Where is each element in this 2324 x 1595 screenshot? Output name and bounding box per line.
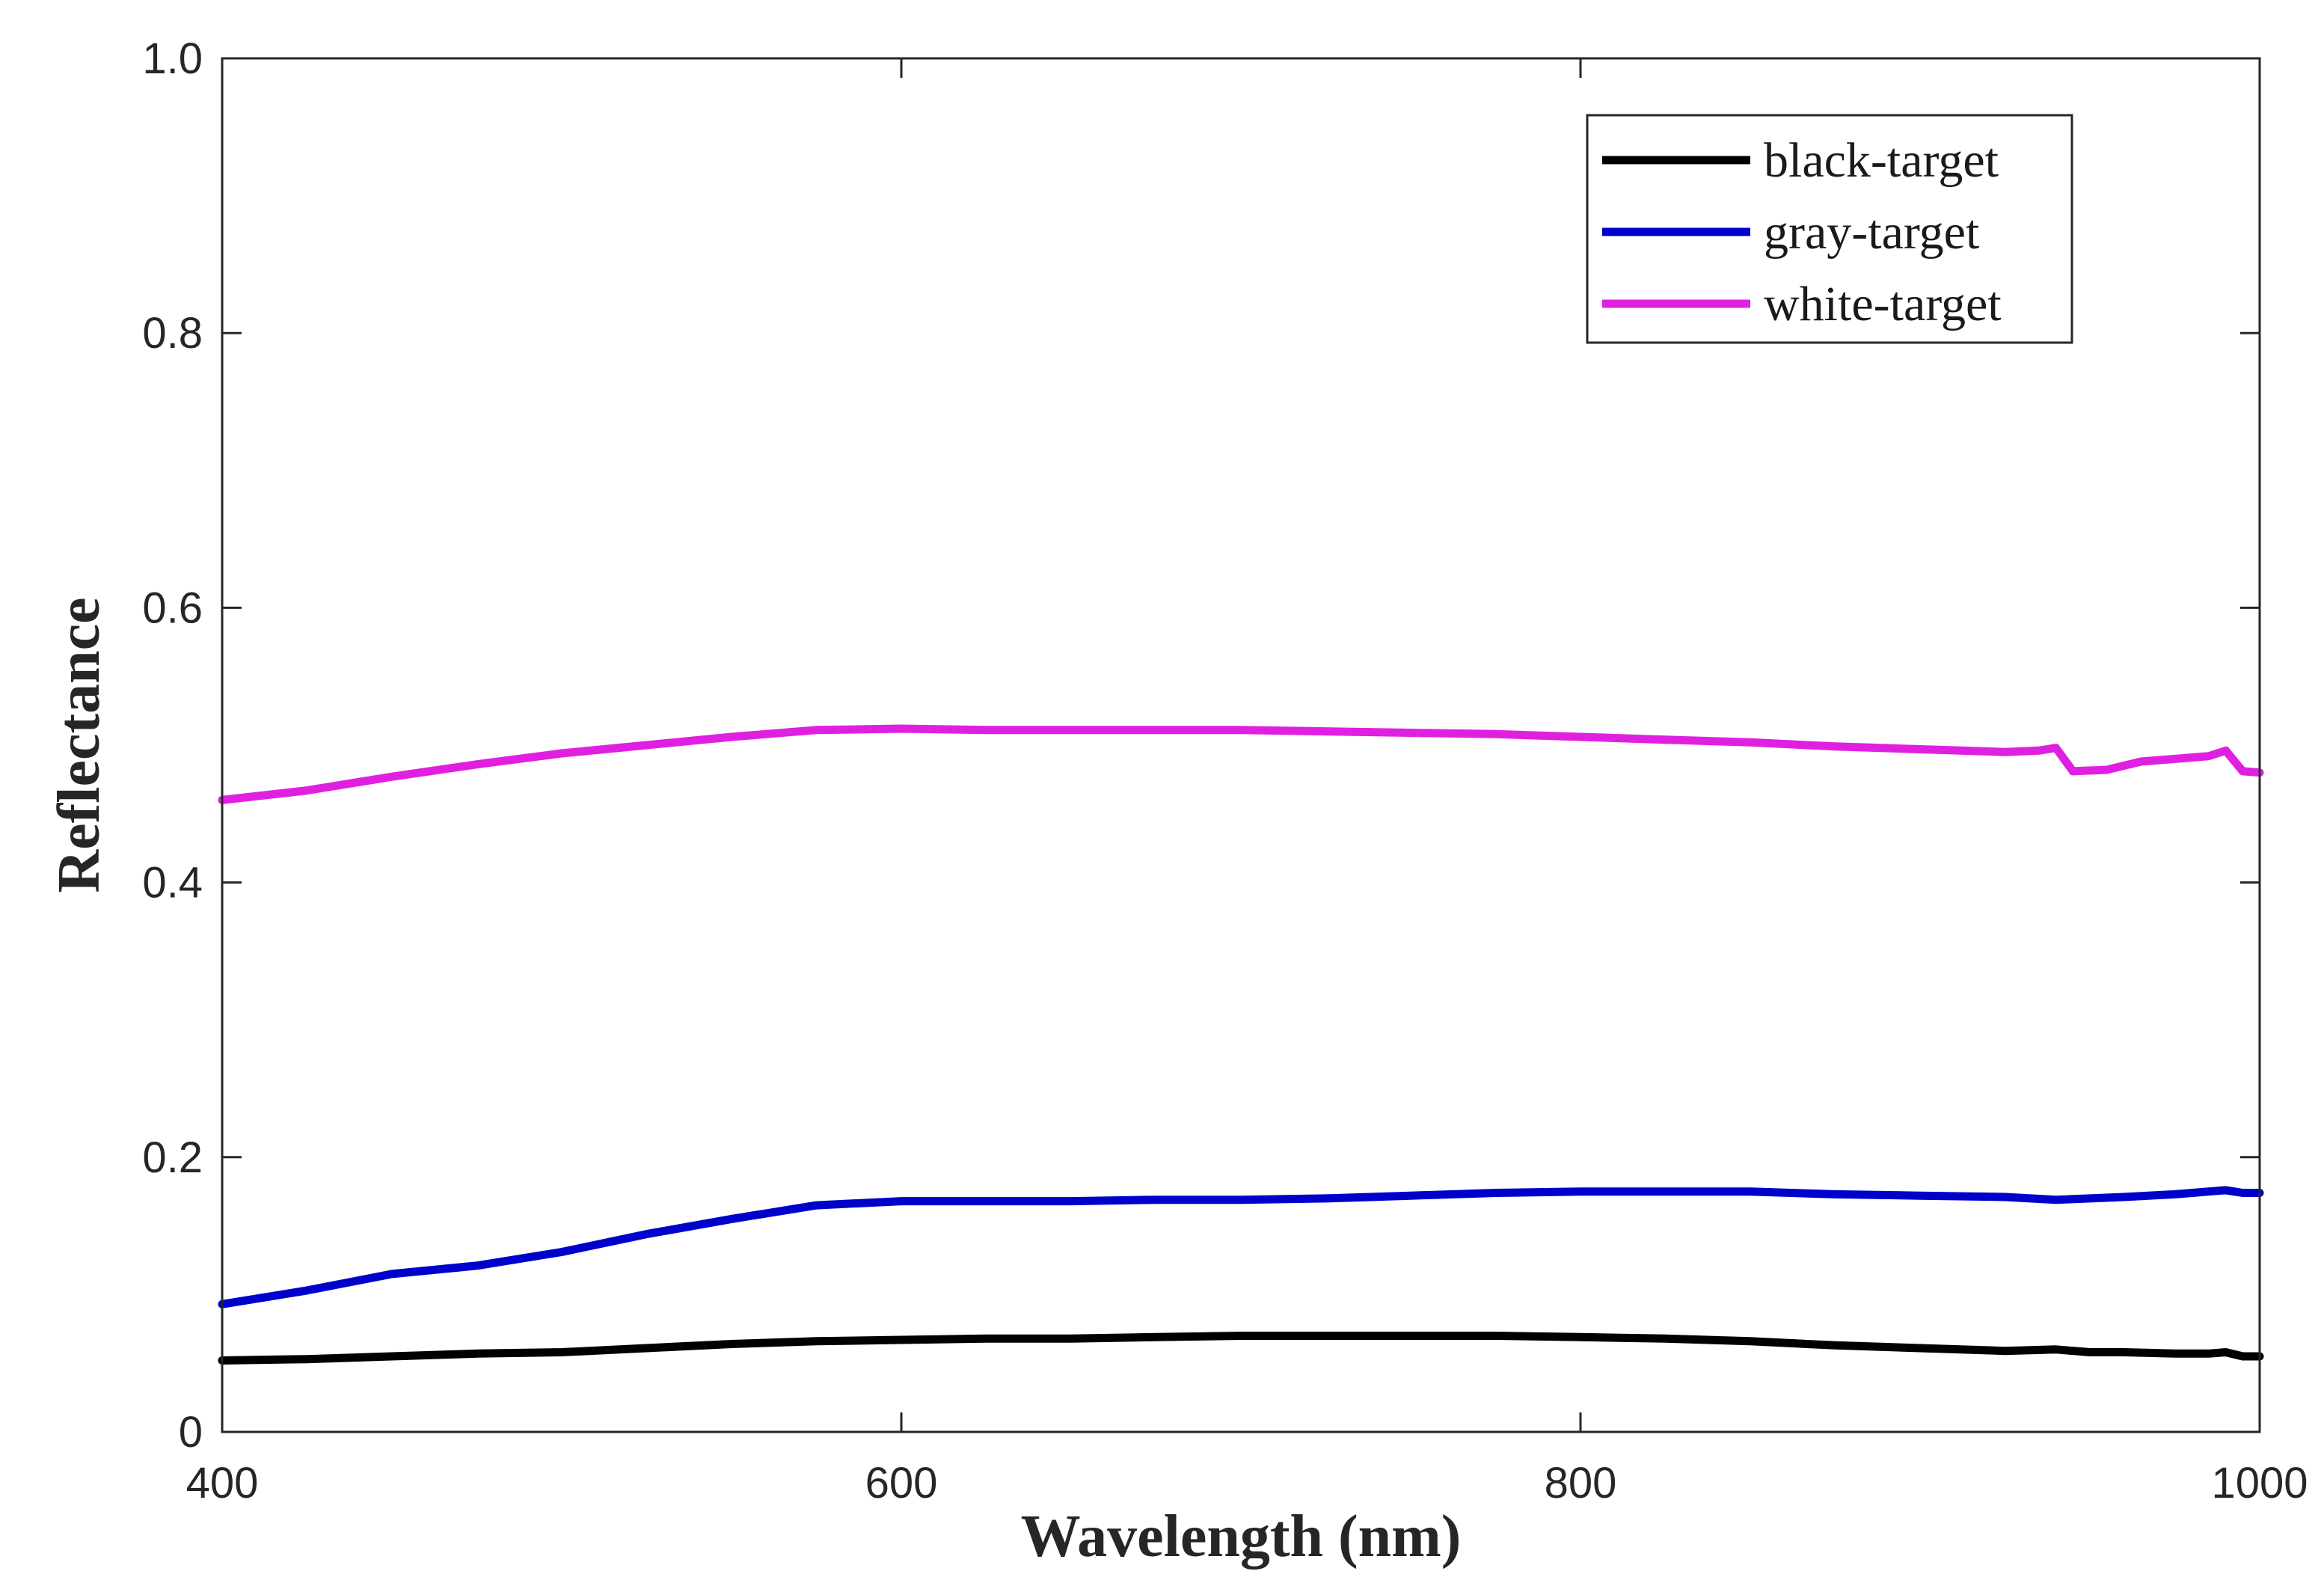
- series-layer: [218, 724, 2264, 1365]
- legend-label-white-target: white-target: [1764, 277, 2002, 331]
- legend: black-target gray-target white-target: [1586, 114, 2073, 344]
- x-tick-label: 1000: [2211, 1459, 2308, 1507]
- y-tick-label: 1.0: [142, 34, 203, 83]
- x-axis-tick-labels: 400 600 800 1000: [186, 1459, 2308, 1507]
- legend-label-gray-target: gray-target: [1764, 205, 1979, 260]
- y-tick-label: 0: [179, 1408, 203, 1457]
- x-tick-label: 600: [865, 1459, 938, 1507]
- plot-frame: [221, 57, 2261, 1433]
- y-axis-tick-labels: 0 0.2 0.4 0.6 0.8 1.0: [142, 34, 203, 1457]
- series-line-black-target: [218, 1332, 2264, 1365]
- legend-label-black-target: black-target: [1764, 133, 1999, 188]
- x-tick-label: 800: [1545, 1459, 1617, 1507]
- y-tick-label: 0.8: [142, 309, 203, 358]
- y-tick-label: 0.2: [142, 1133, 203, 1182]
- x-axis-title: Wavelength (nm): [1021, 1504, 1462, 1570]
- axis-ticks: [221, 57, 2261, 1433]
- y-axis-title: Reflectance: [46, 597, 112, 893]
- series-line-white-target: [218, 724, 2264, 804]
- y-tick-label: 0.6: [142, 584, 203, 632]
- y-tick-label: 0.4: [142, 859, 203, 907]
- series-line-gray-target: [218, 1186, 2264, 1308]
- x-tick-label: 400: [186, 1459, 259, 1507]
